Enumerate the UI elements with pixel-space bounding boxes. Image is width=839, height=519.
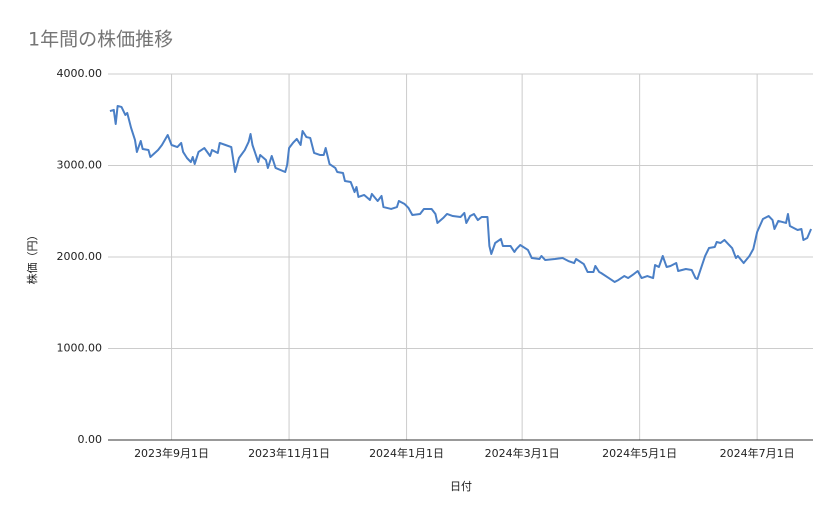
y-tick-label: 2000.00 (57, 250, 103, 263)
y-axis-label: 株価（円） (25, 230, 39, 285)
x-tick-label: 2024年7月1日 (720, 446, 795, 460)
y-tick-label: 3000.00 (57, 159, 103, 172)
x-tick-label: 2024年5月1日 (602, 446, 677, 460)
chart-title: 1年間の株価推移 (28, 29, 173, 51)
x-tick-label: 2023年11月1日 (248, 446, 330, 460)
price-line (109, 105, 812, 283)
x-axis-label: 日付 (450, 480, 472, 493)
y-tick-label: 4000.00 (57, 67, 103, 80)
y-tick-label: 0.00 (78, 433, 103, 446)
x-tick-label: 2024年3月1日 (485, 446, 560, 460)
x-tick-label: 2023年9月1日 (134, 446, 209, 460)
y-tick-label: 1000.00 (57, 342, 103, 355)
x-tick-label: 2024年1月1日 (369, 446, 444, 460)
